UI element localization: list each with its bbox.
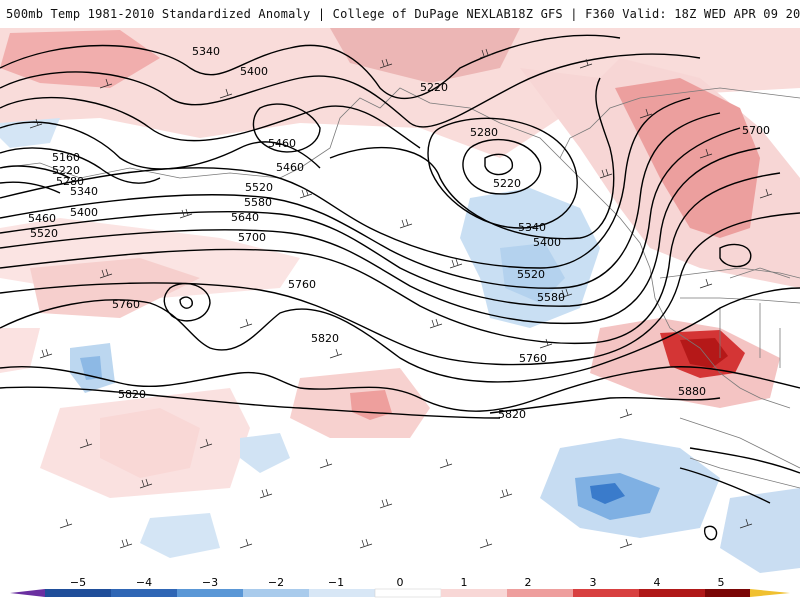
anomaly-map: 5340 5400 5220 5460 5280 5220 5700 5160 … bbox=[0, 28, 800, 576]
colorbar-tick: −5 bbox=[70, 576, 86, 589]
contour-label: 5580 bbox=[537, 291, 565, 304]
colorbar-swatch bbox=[45, 589, 111, 597]
colorbar-swatch bbox=[507, 589, 573, 597]
contour-label: 5820 bbox=[498, 408, 526, 421]
colorbar-tick: 5 bbox=[718, 576, 725, 589]
colorbar-swatch bbox=[177, 589, 243, 597]
anomaly-shading bbox=[0, 28, 800, 576]
contour-label: 5340 bbox=[70, 185, 98, 198]
colorbar-segments bbox=[10, 588, 790, 598]
contour-label: 5760 bbox=[288, 278, 316, 291]
anomaly-colorbar: −5 −4 −3 −2 −1 0 1 2 3 4 5 bbox=[10, 576, 790, 598]
colorbar-swatch bbox=[573, 589, 639, 597]
contour-label: 5820 bbox=[118, 388, 146, 401]
wind-barbs bbox=[29, 48, 773, 549]
product-title: 500mb Temp 1981-2010 Standardized Anomal… bbox=[6, 7, 511, 21]
colorbar-tick: 1 bbox=[461, 576, 468, 589]
contour-label: 5460 bbox=[28, 212, 56, 225]
colorbar-tick: 3 bbox=[590, 576, 597, 589]
contour-label: 5640 bbox=[231, 211, 259, 224]
colorbar-swatch bbox=[705, 589, 750, 597]
contour-label: 5700 bbox=[742, 124, 770, 137]
contour-label: 5220 bbox=[493, 177, 521, 190]
contour-label: 5820 bbox=[311, 332, 339, 345]
colorbar-tick: 0 bbox=[397, 576, 404, 589]
contour-label: 5520 bbox=[517, 268, 545, 281]
contour-label: 5340 bbox=[192, 45, 220, 58]
valid-time: 18Z GFS | F360 Valid: 18Z WED APR 09 202… bbox=[510, 7, 800, 21]
colorbar-end-high bbox=[750, 589, 790, 597]
map-header: 500mb Temp 1981-2010 Standardized Anomal… bbox=[0, 0, 800, 28]
colorbar-swatch bbox=[441, 589, 507, 597]
contour-label: 5280 bbox=[470, 126, 498, 139]
contour-label: 5760 bbox=[112, 298, 140, 311]
colorbar-swatch bbox=[243, 589, 309, 597]
colorbar-tick: −2 bbox=[268, 576, 284, 589]
colorbar-tick: 4 bbox=[654, 576, 661, 589]
contour-label: 5460 bbox=[268, 137, 296, 150]
colorbar-end-low bbox=[10, 589, 45, 597]
coastlines bbox=[0, 87, 800, 489]
colorbar-ticks: −5 −4 −3 −2 −1 0 1 2 3 4 5 bbox=[70, 576, 725, 589]
contour-label: 5580 bbox=[244, 196, 272, 209]
colorbar-tick: −1 bbox=[328, 576, 344, 589]
contour-label: 5400 bbox=[240, 65, 268, 78]
colorbar-swatch bbox=[111, 589, 177, 597]
contour-label: 5520 bbox=[30, 227, 58, 240]
colorbar-tick: 2 bbox=[525, 576, 532, 589]
contour-label: 5760 bbox=[519, 352, 547, 365]
contour-label: 5340 bbox=[518, 221, 546, 234]
contour-label: 5880 bbox=[678, 385, 706, 398]
colorbar-swatch bbox=[639, 589, 705, 597]
contour-labels: 5340 5400 5220 5460 5280 5220 5700 5160 … bbox=[28, 45, 770, 421]
colorbar-swatch bbox=[374, 588, 442, 598]
contour-label: 5460 bbox=[276, 161, 304, 174]
colorbar-swatch bbox=[309, 589, 375, 597]
contour-label: 5220 bbox=[52, 164, 80, 177]
colorbar-tick: −4 bbox=[136, 576, 152, 589]
contour-label: 5700 bbox=[238, 231, 266, 244]
contour-label: 5520 bbox=[245, 181, 273, 194]
contour-label: 5160 bbox=[52, 151, 80, 164]
height-contours bbox=[0, 34, 800, 541]
contour-label: 5400 bbox=[70, 206, 98, 219]
colorbar-tick: −3 bbox=[202, 576, 218, 589]
contour-label: 5220 bbox=[420, 81, 448, 94]
contour-label: 5280 bbox=[56, 175, 84, 188]
contour-label: 5400 bbox=[533, 236, 561, 249]
